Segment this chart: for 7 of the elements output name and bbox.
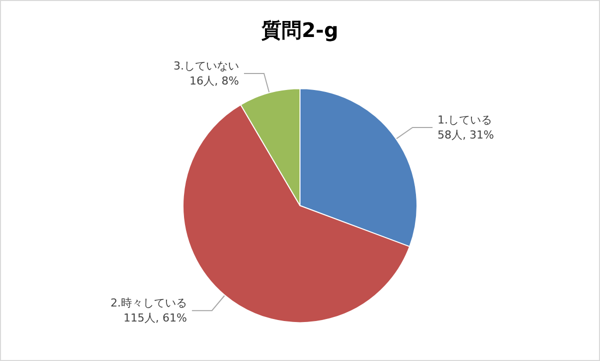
data-label: 16人, 8% — [190, 74, 239, 88]
chart-title: 質問2-g — [260, 18, 338, 42]
slice-label: 3.していない — [173, 59, 239, 72]
slice-label: 2.時々している — [110, 296, 187, 310]
slice-label: 1.している — [438, 114, 492, 127]
data-label: 58人, 31% — [438, 128, 494, 142]
data-label: 115人, 61% — [123, 312, 187, 325]
